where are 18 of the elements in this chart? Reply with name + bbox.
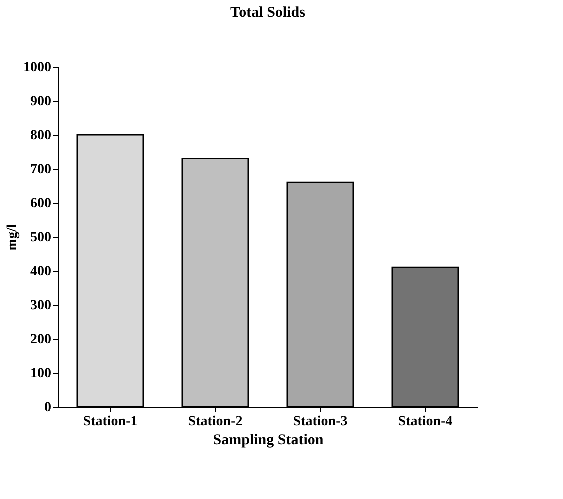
y-tick-label: 900 [30, 94, 52, 110]
x-tick-label: Station-2 [188, 414, 243, 430]
x-tick-label: Station-1 [83, 414, 138, 430]
y-tick-label: 1000 [24, 60, 52, 76]
y-tick-label: 400 [30, 264, 52, 280]
y-tick-label: 200 [30, 332, 52, 348]
x-axis-title: Sampling Station [213, 432, 324, 448]
y-axis-title: mg/l [6, 224, 20, 251]
y-tick-label: 0 [44, 400, 52, 416]
chart-title: Total Solids [230, 5, 306, 21]
y-tick-label: 300 [30, 298, 52, 314]
y-tick-label: 700 [30, 162, 52, 178]
y-tick-label: 500 [30, 230, 52, 246]
x-tick-label: Station-3 [293, 414, 348, 430]
y-tick-label: 600 [30, 196, 52, 212]
y-tick-label: 800 [30, 128, 52, 144]
y-tick-label: 100 [30, 366, 52, 382]
x-tick-label: Station-4 [398, 414, 453, 430]
